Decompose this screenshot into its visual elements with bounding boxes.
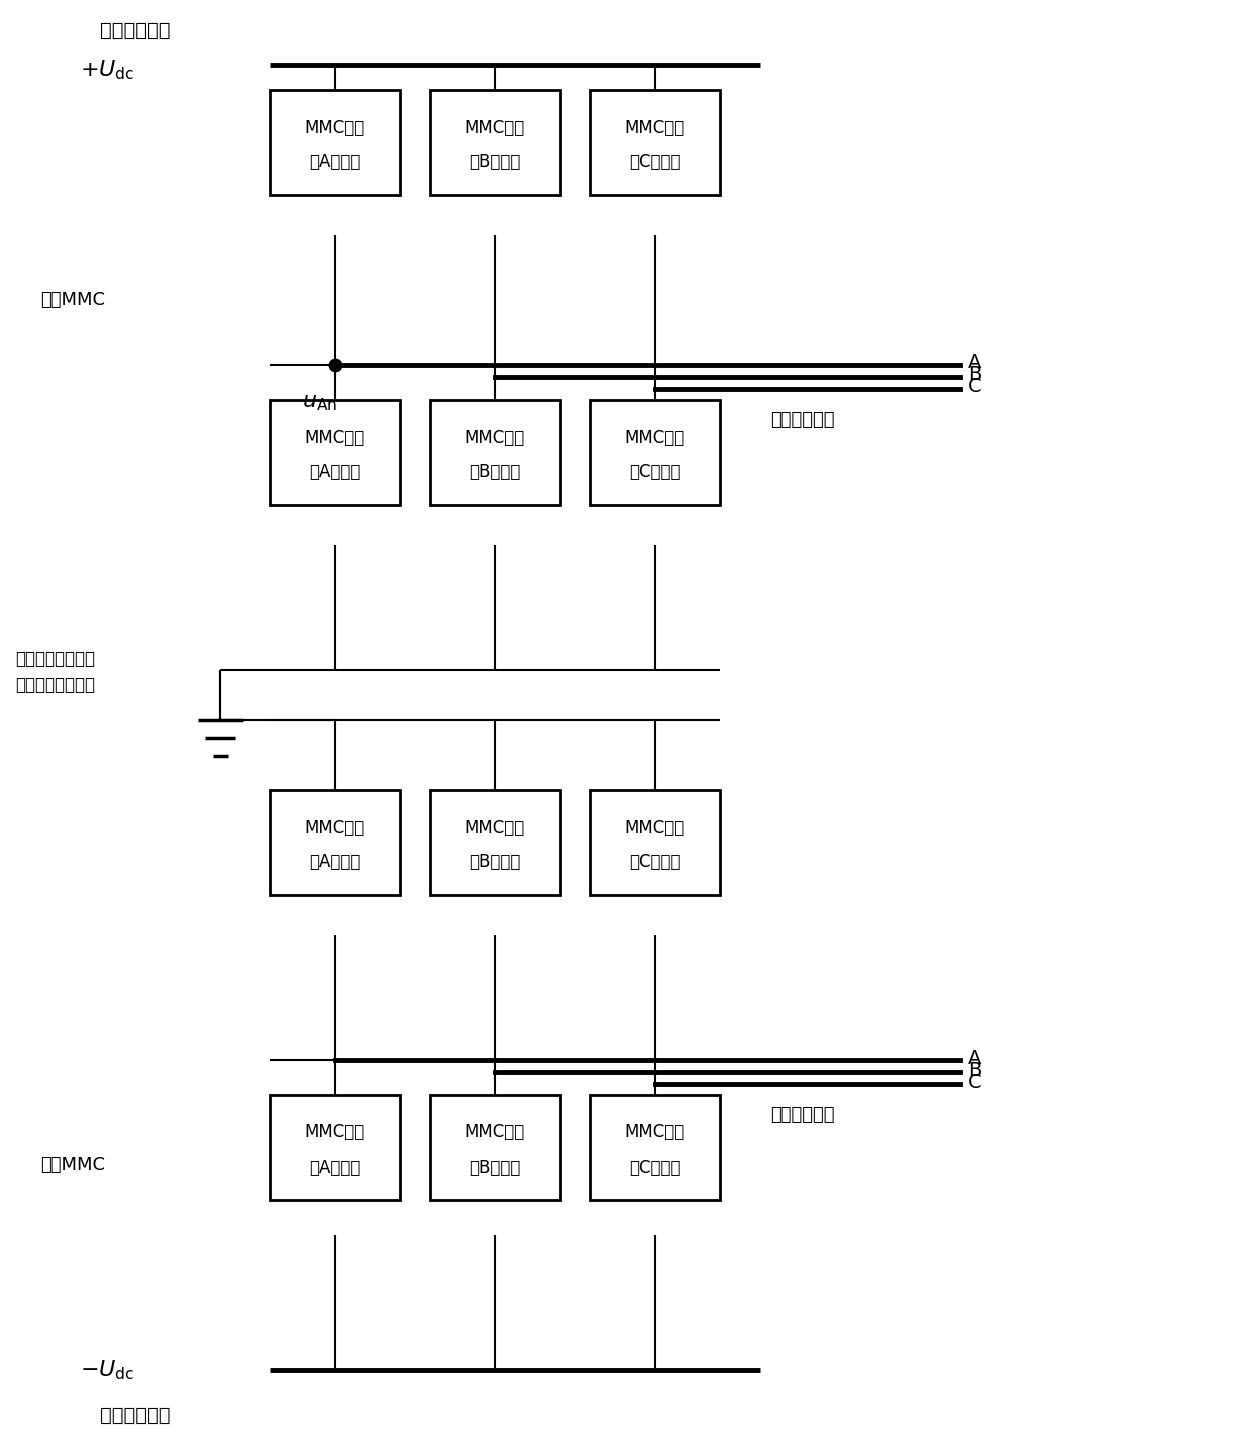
Text: 负极直流母线: 负极直流母线 — [100, 1405, 171, 1425]
Text: （C相下）: （C相下） — [629, 464, 681, 482]
Text: 负极MMC: 负极MMC — [40, 1157, 105, 1174]
Bar — [270, 1095, 401, 1200]
Text: A: A — [968, 1049, 981, 1068]
Text: B: B — [968, 1060, 981, 1079]
Text: MMC桥臂: MMC桥臂 — [625, 1124, 686, 1141]
Text: MMC桥臂: MMC桥臂 — [465, 119, 525, 136]
Bar — [590, 791, 720, 895]
Text: MMC桥臂: MMC桥臂 — [465, 818, 525, 837]
Bar — [590, 1095, 720, 1200]
Text: （C相下）: （C相下） — [629, 1158, 681, 1177]
Text: 中性点直接接地或
者通过中性线接地: 中性点直接接地或 者通过中性线接地 — [15, 650, 95, 695]
Bar — [430, 1095, 560, 1200]
Text: MMC桥臂: MMC桥臂 — [465, 429, 525, 446]
Text: 阀侧交流母线: 阀侧交流母线 — [770, 1106, 835, 1124]
Bar — [270, 90, 401, 195]
Text: （A相下）: （A相下） — [309, 464, 361, 482]
Text: C: C — [968, 377, 982, 396]
Text: （A相下）: （A相下） — [309, 1158, 361, 1177]
Text: （A相上）: （A相上） — [309, 154, 361, 172]
Text: $-U_{\rm dc}$: $-U_{\rm dc}$ — [81, 1358, 134, 1382]
Text: MMC桥臂: MMC桥臂 — [625, 429, 686, 446]
Text: （B相上）: （B相上） — [469, 154, 521, 172]
Text: $u_{\rm An}$: $u_{\rm An}$ — [303, 393, 337, 413]
Text: MMC桥臂: MMC桥臂 — [305, 1124, 365, 1141]
Text: MMC桥臂: MMC桥臂 — [305, 119, 365, 136]
Bar — [430, 400, 560, 505]
Text: （A相上）: （A相上） — [309, 854, 361, 871]
Text: 正极直流母线: 正极直流母线 — [100, 20, 171, 40]
Bar — [590, 90, 720, 195]
Text: B: B — [968, 366, 981, 385]
Text: MMC桥臂: MMC桥臂 — [625, 119, 686, 136]
Text: （B相下）: （B相下） — [469, 1158, 521, 1177]
Text: 阀侧交流母线: 阀侧交流母线 — [770, 410, 835, 429]
Text: MMC桥臂: MMC桥臂 — [625, 818, 686, 837]
Text: （B相上）: （B相上） — [469, 854, 521, 871]
Text: MMC桥臂: MMC桥臂 — [465, 1124, 525, 1141]
Text: MMC桥臂: MMC桥臂 — [305, 818, 365, 837]
Text: A: A — [968, 353, 981, 373]
Text: 正极MMC: 正极MMC — [40, 291, 105, 309]
Bar — [430, 90, 560, 195]
Bar — [270, 791, 401, 895]
Text: （B相下）: （B相下） — [469, 464, 521, 482]
Text: （C相上）: （C相上） — [629, 154, 681, 172]
Text: C: C — [968, 1072, 982, 1092]
Text: $+U_{\rm dc}$: $+U_{\rm dc}$ — [81, 59, 134, 82]
Bar — [590, 400, 720, 505]
Text: （C相上）: （C相上） — [629, 854, 681, 871]
Bar — [270, 400, 401, 505]
Text: MMC桥臂: MMC桥臂 — [305, 429, 365, 446]
Bar — [430, 791, 560, 895]
